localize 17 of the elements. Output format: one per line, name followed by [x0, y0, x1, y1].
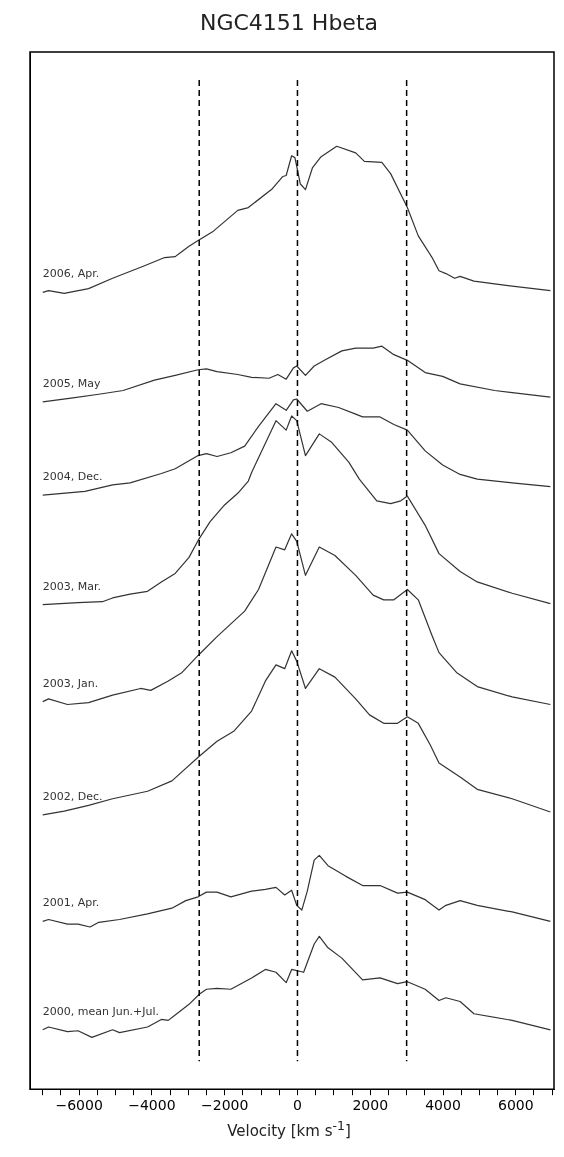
- series-label: 2005, May: [42, 376, 101, 390]
- series-label: 2003, Mar.: [42, 579, 101, 593]
- x-tick-label: −4000: [128, 1097, 176, 1114]
- series-label: 2000, mean Jun.+Jul.: [42, 1004, 160, 1018]
- x-tick-label: 2000: [352, 1097, 389, 1114]
- x-tick-label: −6000: [55, 1097, 103, 1114]
- x-tick-label: 4000: [425, 1097, 461, 1114]
- series-label: 2004, Dec.: [42, 470, 103, 484]
- x-tick-label: −2000: [201, 1097, 249, 1114]
- chart-title: NGC4151 Hbeta: [199, 9, 379, 37]
- series-label: 2002, Dec.: [42, 789, 103, 803]
- series-label: 2001, Apr.: [42, 896, 100, 910]
- series-label: 2003, Jan.: [42, 676, 99, 690]
- x-tick-label: 6000: [497, 1097, 534, 1114]
- x-tick-label: 0: [293, 1097, 302, 1114]
- series-label: 2006, Apr.: [42, 267, 100, 281]
- x-axis-title: Velocity [km s$^{-1}$]: [226, 1118, 352, 1140]
